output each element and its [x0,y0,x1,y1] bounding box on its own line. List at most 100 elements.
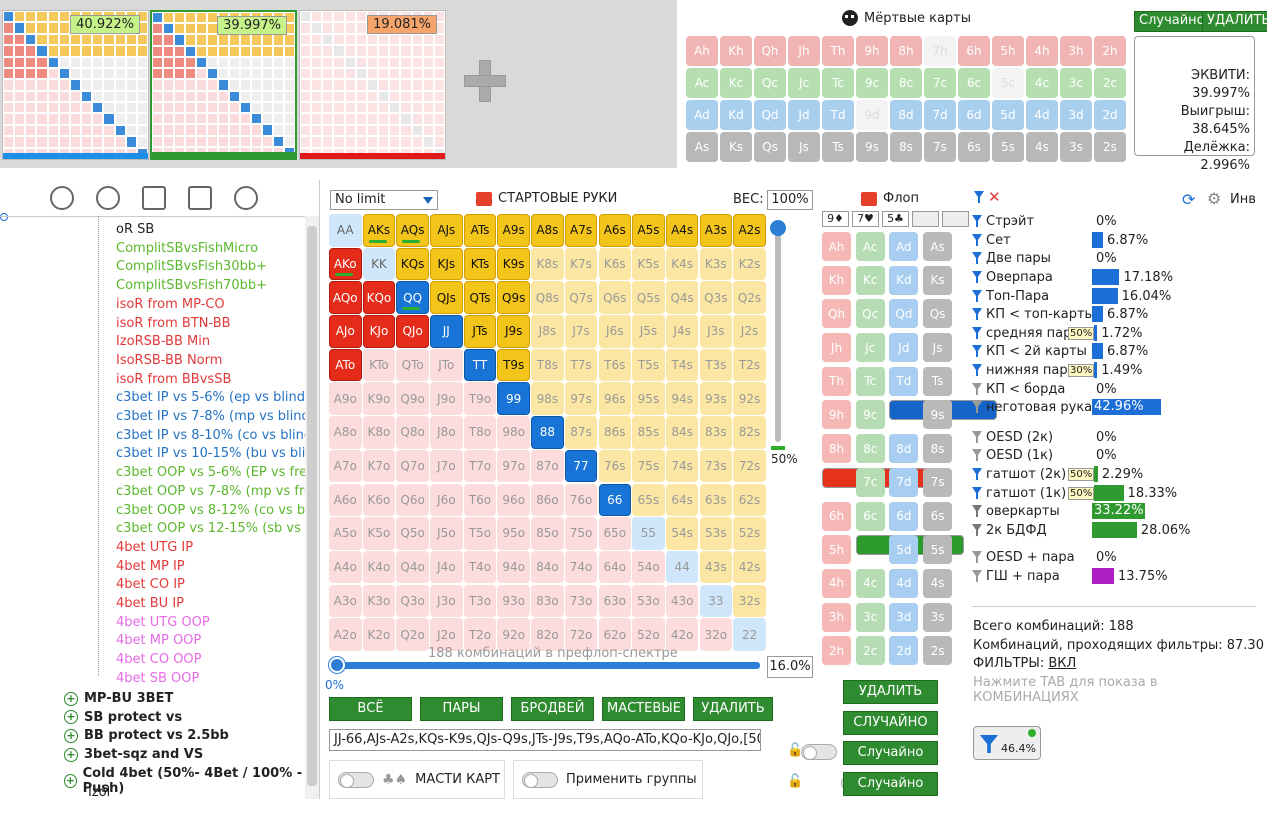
range-slot[interactable]: 39.997% [150,10,297,160]
hand-cell[interactable]: A4o [329,550,362,584]
hand-cell[interactable]: KQo [362,281,396,314]
flop-card[interactable]: Ks [923,265,953,295]
board-card[interactable]: 7♥ [852,211,879,227]
tree-item[interactable]: isoR from BBvsSB [116,371,232,387]
hand-cell[interactable]: ATo [329,348,362,382]
flop-card[interactable]: 8d [889,434,919,464]
weight-slider[interactable] [770,220,786,442]
filter-icon[interactable] [972,468,982,480]
hand-cell[interactable]: 66 [598,483,631,516]
hand-cell[interactable]: J9o [430,382,463,415]
filters-toggle-link[interactable]: ВКЛ [1048,656,1077,671]
hand-cell[interactable]: 52o [632,618,665,651]
range-text-input[interactable]: JJ-66,AJs-A2s,KQs-K9s,QJs-Q9s,JTs-J9s,T9… [329,729,761,751]
hand-cell[interactable]: KTo [362,348,396,382]
filter-icon[interactable] [972,252,982,264]
hand-cell[interactable]: Q3s [699,281,733,314]
flop-random-button[interactable]: СЛУЧАЙНО [843,711,938,735]
hand-cell[interactable]: 73s [699,449,733,483]
hand-cell[interactable]: J3o [430,584,463,618]
flop-card[interactable]: Td [889,366,919,396]
hand-cell[interactable]: T4o [463,550,497,584]
tree-item[interactable]: c3bet OOP vs 7-8% (mp vs free) [116,483,316,499]
hand-cell[interactable]: 42s [733,550,766,584]
dead-card[interactable]: Jd [788,100,820,130]
hand-cell[interactable]: QJs [430,281,463,314]
hand-cell[interactable]: AA [329,214,362,247]
stat-row[interactable]: КП < топ-карты 6.87% [972,305,1267,323]
dead-card[interactable]: Jh [788,36,820,66]
range-button-1[interactable]: ПАРЫ [420,697,503,721]
range-button-4[interactable]: УДАЛИТЬ [693,697,773,721]
stat-row[interactable]: КП < 2й карты 6.87% [972,342,1267,360]
hand-cell[interactable]: 82s [733,416,766,449]
dead-card[interactable]: 5h [992,36,1024,66]
hand-cell[interactable]: K9o [362,382,396,415]
flop-card[interactable]: Qd [889,299,919,329]
hand-cell[interactable]: 33 [699,584,733,618]
hand-cell[interactable]: Q9o [396,382,429,415]
dead-card[interactable]: Ac [686,68,718,98]
tree-item[interactable]: 4bet BU IP [116,596,184,611]
hand-cell[interactable]: 52s [733,517,766,550]
flop-card[interactable]: Kc [855,265,885,295]
add-range-icon[interactable] [464,60,506,102]
hand-cell[interactable]: 62s [733,483,766,516]
hand-cell[interactable]: K4o [362,550,396,584]
hand-cell[interactable]: 95o [497,517,530,550]
tree-item[interactable]: c3bet IP vs 5-6% (ep vs blinds) [116,390,316,406]
dead-card[interactable]: 5c [992,68,1024,98]
filter-icon[interactable] [972,345,982,357]
hand-cell[interactable]: 82o [531,618,564,651]
hand-cell[interactable]: Q4o [396,550,429,584]
hand-cell[interactable]: K3o [362,584,396,618]
hand-cell[interactable]: Q9s [497,281,530,314]
tree-item[interactable]: oR SB [116,222,155,237]
suits-toggle[interactable] [338,771,374,788]
filter-icon[interactable] [972,449,982,461]
hand-cell[interactable]: 72o [564,618,598,651]
tree-item[interactable]: 4bet CO IP [116,577,185,593]
hand-cell[interactable]: 77 [564,449,598,483]
flop-card[interactable]: 6s [923,501,953,531]
flop-card[interactable]: 3s [923,602,953,632]
flop-card[interactable]: 2c [855,636,885,666]
flop-card[interactable]: 4c [855,568,885,598]
filter-icon[interactable] [972,551,982,563]
hand-cell[interactable]: 87s [564,416,598,449]
dead-card[interactable]: Td [822,100,854,130]
range-slot[interactable]: 40.922% [2,10,149,160]
tree-group[interactable]: +3bet-sqz and VS [64,747,203,762]
hand-cell[interactable]: Q2o [396,618,429,651]
stat-row[interactable]: OESD (2к) 0% [972,428,1267,446]
hand-cell[interactable]: K5o [362,517,396,550]
flop-card[interactable]: 4s [923,568,953,598]
tree-item[interactable]: 4bet MP OOP [116,633,202,649]
tree-item[interactable]: c3bet IP vs 7-8% (mp vs blinds) [116,409,316,424]
range-button-2[interactable]: БРОДВЕЙ [511,697,594,721]
flop-card[interactable]: Qh [822,299,851,329]
hand-cell[interactable]: JJ [430,315,463,348]
board-card[interactable]: 5♣ [882,211,909,227]
dead-card[interactable]: As [686,132,718,162]
filter-icon[interactable] [972,215,982,227]
hand-cell[interactable]: 54o [632,550,665,584]
tree-scrollbar[interactable] [305,216,319,799]
hand-cell[interactable]: TT [463,348,497,382]
hand-cell[interactable]: ATs [463,214,497,247]
hand-cell[interactable]: Q4s [665,281,699,314]
gear-icon[interactable] [50,186,74,210]
flop-card[interactable]: Ac [855,232,885,261]
hand-cell[interactable]: AKs [362,214,396,247]
flop-card[interactable]: Kd [889,265,919,295]
hand-cell[interactable]: T9s [497,348,530,382]
flop-card[interactable]: Kh [822,265,851,295]
hand-cell[interactable]: K8o [362,416,396,449]
dead-card[interactable]: 9s [856,132,888,162]
hand-cell[interactable]: 96o [497,483,530,516]
hand-cell[interactable]: Q5s [632,281,665,314]
hand-cell[interactable]: 44 [665,550,699,584]
flop-card[interactable]: 7d [889,467,919,497]
hand-cell[interactable]: T3o [463,584,497,618]
hand-cell[interactable]: QTo [396,348,429,382]
